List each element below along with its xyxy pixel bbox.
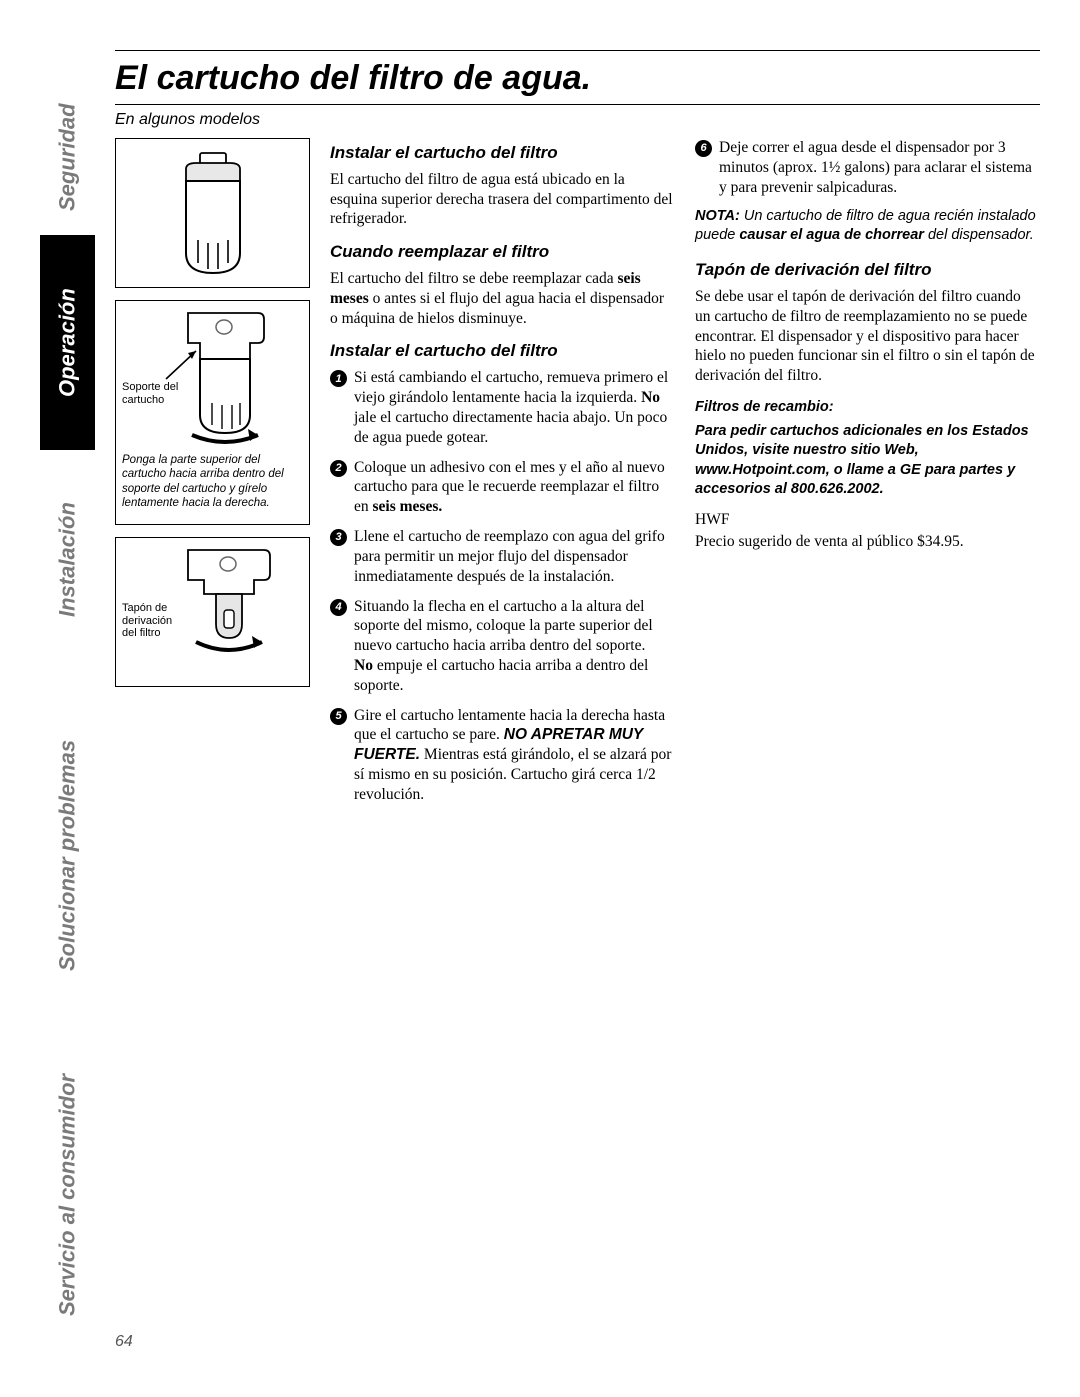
price-line: Precio sugerido de venta al público $34.… (695, 532, 1040, 552)
filters-order: Para pedir cartuchos adicionales en los … (695, 422, 1040, 500)
subtitle: En algunos modelos (115, 111, 1040, 129)
step-2b: seis meses. (373, 498, 443, 515)
para-bypass: Se debe usar el tapón de derivación del … (695, 287, 1040, 386)
figure-cartridge (115, 138, 310, 288)
note-block: NOTA: Un cartucho de filtro de agua reci… (695, 207, 1040, 245)
title-rule-top (115, 50, 1040, 51)
tab-instalacion: Instalación (40, 450, 95, 670)
figure-bypass-label: Tapón de derivación del filtro (122, 602, 178, 640)
step-num-5: 5 (330, 708, 347, 725)
insert-icon (138, 307, 288, 447)
figure-insert: Soporte del cartucho Ponga la parte supe… (115, 300, 310, 525)
note-b: causar el agua de chorrear (739, 227, 924, 243)
tab-servicio: Servicio al consumidor (40, 1040, 95, 1350)
tab-solucionar: Solucionar problemas (40, 670, 95, 1040)
step-4a: Situando la flecha en el cartucho a la a… (354, 598, 653, 655)
step-2: 2 Coloque un adhesivo con el mes y el añ… (330, 458, 675, 517)
title-area: El cartucho del filtro de agua. En algun… (115, 50, 1040, 129)
install-steps: 1 Si está cambiando el cartucho, remueva… (330, 368, 675, 805)
figures-column: Soporte del cartucho Ponga la parte supe… (115, 138, 310, 815)
para-when-replace: El cartucho del filtro se debe reemplaza… (330, 269, 675, 328)
heading-when-replace: Cuando reemplazar el filtro (330, 241, 675, 263)
figure-insert-label: Soporte del cartucho (122, 381, 182, 406)
step-num-2: 2 (330, 460, 347, 477)
heading-install-steps: Instalar el cartucho del filtro (330, 340, 675, 362)
step-num-1: 1 (330, 370, 347, 387)
step-3: 3 Llene el cartucho de reemplazo con agu… (330, 527, 675, 586)
middle-column: Instalar el cartucho del filtro El cartu… (330, 138, 675, 815)
heading-bypass: Tapón de derivación del filtro (695, 259, 1040, 281)
cartridge-icon (158, 145, 268, 280)
step-3-text: Llene el cartucho de reemplazo con agua … (354, 528, 665, 585)
para-location: El cartucho del filtro de agua está ubic… (330, 170, 675, 229)
step-1a: Si está cambiando el cartucho, remueva p… (354, 369, 668, 406)
figure-bypass: Tapón de derivación del filtro (115, 537, 310, 687)
step-5: 5 Gire el cartucho lentamente hacia la d… (330, 706, 675, 805)
page-title: El cartucho del filtro de agua. (115, 59, 1040, 98)
title-rule-bot (115, 104, 1040, 105)
step-num-6: 6 (695, 140, 712, 157)
step-1c: jale el cartucho directamente hacia abaj… (354, 409, 667, 446)
step-4: 4 Situando la flecha en el cartucho a la… (330, 597, 675, 696)
heading-install-location: Instalar el cartucho del filtro (330, 142, 675, 164)
content: Soporte del cartucho Ponga la parte supe… (115, 138, 1040, 815)
right-column: 6 Deje correr el agua desde el dispensad… (695, 138, 1040, 815)
para-when-a: El cartucho del filtro se debe reemplaza… (330, 270, 617, 287)
note-c: del dispensador. (924, 227, 1034, 243)
hwf-line: HWF (695, 510, 1040, 530)
tab-operacion: Operación (40, 235, 95, 450)
side-tabs: Seguridad Operación Instalación Solucion… (40, 40, 95, 1357)
para-when-c: o antes si el flujo del agua hacia el di… (330, 290, 664, 327)
step-6-text: Deje correr el agua desde el dispensador… (719, 139, 1032, 196)
step-4c: empuje el cartucho hacia arriba a dentro… (354, 657, 648, 694)
install-steps-cont: 6 Deje correr el agua desde el dispensad… (695, 138, 1040, 197)
step-num-4: 4 (330, 599, 347, 616)
step-num-3: 3 (330, 529, 347, 546)
note-label: NOTA: (695, 208, 740, 224)
step-1: 1 Si está cambiando el cartucho, remueva… (330, 368, 675, 447)
step-4b: No (354, 657, 373, 674)
tab-seguridad: Seguridad (40, 80, 95, 235)
step-6: 6 Deje correr el agua desde el dispensad… (695, 138, 1040, 197)
figure-insert-caption: Ponga la parte superior del cartucho hac… (122, 453, 303, 511)
page-number: 64 (115, 1333, 133, 1351)
step-1b: No (641, 389, 660, 406)
filters-heading: Filtros de recambio: (695, 398, 1040, 418)
